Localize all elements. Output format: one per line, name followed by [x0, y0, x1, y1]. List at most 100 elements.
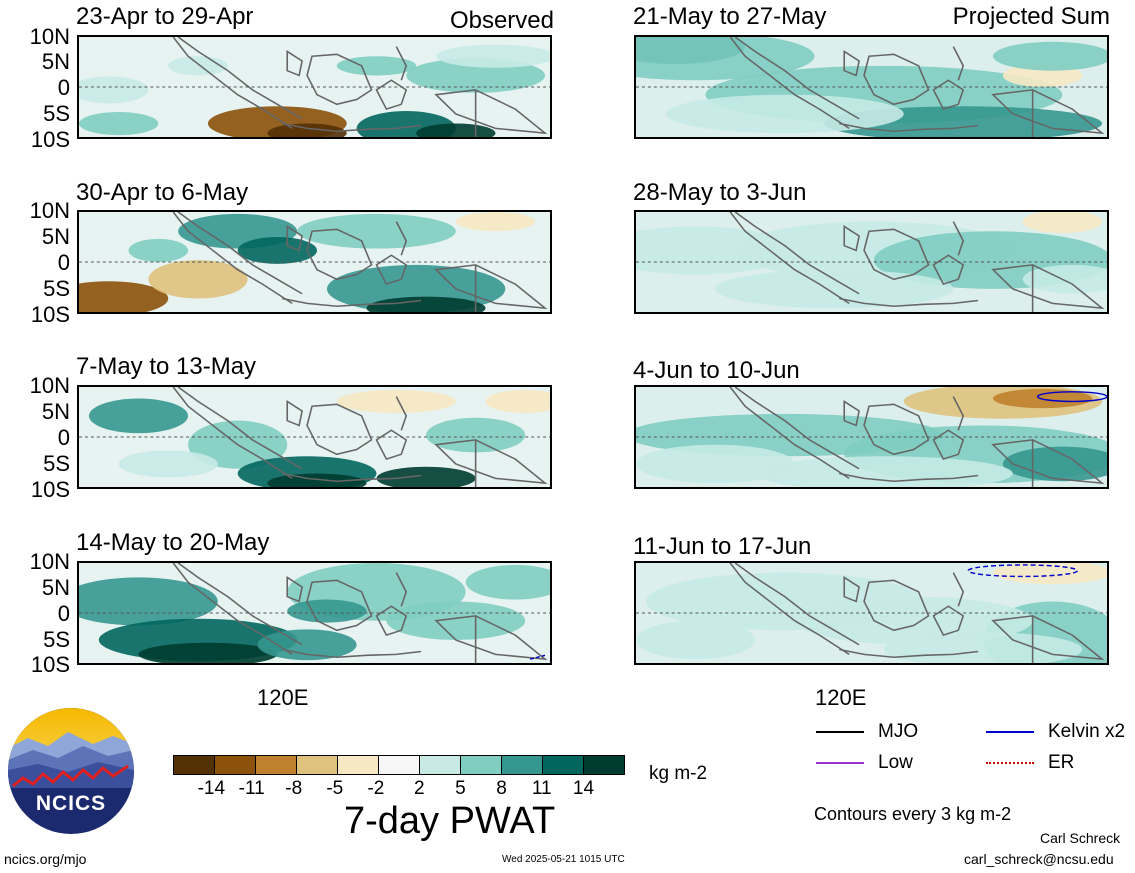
field-patch	[1022, 264, 1107, 294]
coastline-segment	[286, 49, 303, 77]
coastline-segment	[172, 563, 293, 655]
field-patch	[426, 417, 526, 453]
coastline-segment	[177, 212, 303, 295]
coastline	[172, 387, 548, 487]
legend-mjo-swatch	[816, 731, 864, 733]
coastline	[729, 212, 1105, 312]
legend-er: ER	[986, 752, 1074, 774]
coastline-segment	[434, 264, 548, 310]
map-svg	[636, 563, 1107, 663]
field-patch	[366, 296, 486, 312]
coastline-segment	[952, 46, 965, 81]
coastline-segment	[375, 79, 408, 111]
colorbar-units: kg m-2	[649, 763, 708, 784]
coastline-segment	[843, 49, 860, 77]
coastline-segment	[729, 387, 850, 479]
coastline-segment	[863, 403, 930, 456]
panel-title-left-1: 23-Apr to 29-Apr	[76, 3, 254, 30]
chart-title: 7-day PWAT	[344, 800, 556, 842]
map-panel-right-3	[634, 385, 1109, 489]
colorbar-tick-label: 5	[455, 778, 466, 799]
map-svg	[636, 37, 1107, 137]
field-patch	[665, 94, 904, 134]
legend-low-label: Low	[878, 752, 913, 773]
author-name: Carl Schreck	[1040, 830, 1121, 846]
field-patch	[79, 76, 149, 104]
coastline-segment	[282, 122, 422, 133]
colorbar-swatch	[420, 756, 461, 774]
lat-label: 10S	[30, 127, 70, 152]
logo-text: NCICS	[35, 792, 107, 815]
coastline-segment	[375, 605, 408, 637]
coastline	[172, 212, 548, 312]
contours-note: Contours every 3 kg m-2	[814, 804, 1012, 824]
colorbar-swatch	[461, 756, 502, 774]
legend-low: Low	[816, 752, 913, 774]
legend-mjo-label: MJO	[878, 721, 919, 742]
coastline-segment	[839, 472, 979, 483]
coastline-segment	[395, 572, 408, 607]
coastline-segment	[734, 387, 860, 470]
coastline-segment	[286, 575, 303, 603]
coastline-segment	[734, 37, 860, 120]
colorbar-swatch	[338, 756, 379, 774]
coastline-segment	[734, 563, 860, 646]
field-patch	[386, 601, 526, 640]
legend-er-swatch	[986, 762, 1034, 764]
field-patch	[297, 213, 456, 249]
lat-label: 0	[57, 250, 70, 275]
site-link[interactable]: ncics.org/mjo	[4, 851, 87, 867]
kelvin-contour	[1036, 391, 1107, 403]
field-patch	[636, 620, 755, 660]
field-patch	[138, 642, 278, 663]
panel-title-right-2: 28-May to 3-Jun	[633, 179, 807, 206]
lat-label: 0	[57, 425, 70, 450]
field-patch	[435, 44, 550, 68]
coastline-segment	[434, 89, 548, 135]
coastline-segment	[177, 37, 303, 120]
map-panel-left-4	[77, 561, 552, 665]
legend-low-swatch	[816, 762, 864, 764]
map-panel-right-4	[634, 561, 1109, 665]
projected-sum-label: Projected Sum	[952, 3, 1110, 30]
field-patch	[336, 389, 456, 413]
coastline-segment	[729, 37, 850, 129]
map-panel-right-2	[634, 210, 1109, 314]
panel-title-left-4: 14-May to 20-May	[76, 529, 270, 556]
colorbar-swatch	[256, 756, 297, 774]
coastline-segment	[863, 228, 930, 281]
timestamp: Wed 2025-05-21 1015 UTC	[502, 854, 625, 865]
coastline-segment	[932, 254, 965, 286]
coastline	[729, 563, 1105, 663]
panel-title-right-1: 21-May to 27-May	[633, 3, 827, 30]
coastline-segment	[843, 575, 860, 603]
colorbar-tick-label: 8	[496, 778, 507, 799]
colorbar-swatch	[215, 756, 256, 774]
colorbar-tick-label: 14	[572, 778, 595, 799]
map-svg	[636, 212, 1107, 312]
map-panel-left-1	[77, 35, 552, 139]
lat-label: 5N	[41, 49, 70, 74]
field-patch	[79, 281, 169, 312]
coastline-segment	[286, 224, 303, 252]
author-email[interactable]: carl_schreck@ncsu.edu	[964, 851, 1114, 867]
legend-er-label: ER	[1048, 752, 1075, 773]
coastline-segment	[932, 429, 965, 461]
legend-kelvin: Kelvin x2	[986, 721, 1125, 743]
field-patch	[237, 237, 317, 264]
field-patch	[465, 564, 550, 600]
colorbar-swatch	[379, 756, 420, 774]
coastline	[729, 387, 1105, 487]
field-patch	[267, 123, 347, 137]
lat-label: 10S	[30, 652, 70, 677]
coastline-segment	[839, 122, 979, 133]
ncics-logo: NCICS	[8, 708, 134, 834]
coastline-segment	[843, 399, 860, 427]
field-patch	[168, 56, 228, 76]
field-patch	[755, 456, 1013, 487]
field-patch	[79, 112, 159, 136]
coastline-segment	[375, 254, 408, 286]
panel-title-right-3: 4-Jun to 10-Jun	[633, 357, 800, 384]
panel-title-left-2: 30-Apr to 6-May	[76, 179, 249, 206]
colorbar-tick-label: -5	[326, 778, 344, 799]
